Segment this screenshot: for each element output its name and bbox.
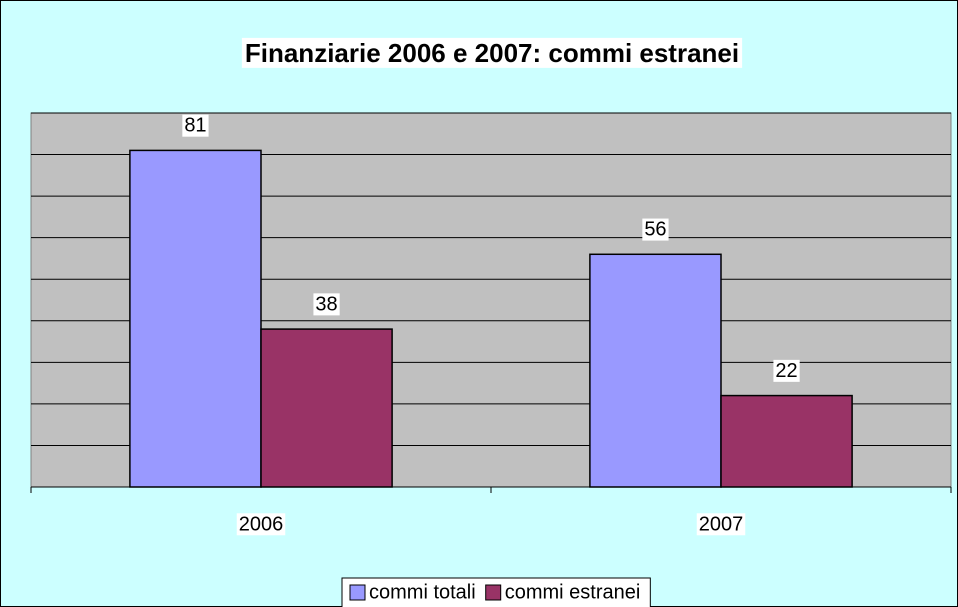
bar xyxy=(720,394,853,488)
x-tick-label: 2007 xyxy=(699,513,744,535)
legend-label: commi totali xyxy=(369,581,476,603)
data-label: 56 xyxy=(644,219,666,241)
label-background xyxy=(313,293,340,316)
legend-label: commi estranei xyxy=(505,581,641,603)
label-background xyxy=(642,218,669,241)
label-background xyxy=(773,359,800,382)
bar xyxy=(260,328,393,488)
bar xyxy=(589,253,722,488)
x-tick-label: 2006 xyxy=(239,513,284,535)
data-label: 81 xyxy=(184,115,206,137)
data-label: 38 xyxy=(315,293,337,315)
bar xyxy=(129,149,262,488)
legend-swatch xyxy=(349,584,366,601)
title-background xyxy=(241,37,743,68)
legend-swatch xyxy=(485,584,502,601)
chart-title: Finanziarie 2006 e 2007: commi estranei xyxy=(245,38,739,68)
label-background xyxy=(236,513,286,536)
label-background xyxy=(696,513,746,536)
data-label: 22 xyxy=(775,360,797,382)
label-background xyxy=(182,114,209,137)
